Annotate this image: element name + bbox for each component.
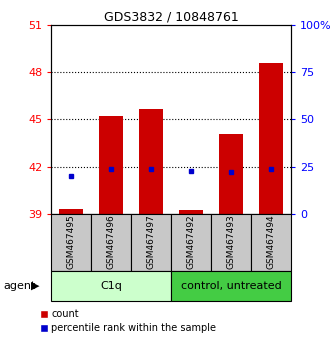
Bar: [51, 271, 171, 301]
Text: GSM467492: GSM467492: [187, 214, 196, 269]
Bar: [171, 214, 211, 271]
Bar: [131, 214, 171, 271]
Text: C1q: C1q: [100, 281, 122, 291]
Text: GSM467495: GSM467495: [67, 214, 76, 269]
Text: GSM467496: GSM467496: [107, 214, 116, 269]
Bar: [51, 214, 91, 271]
Bar: [179, 210, 203, 214]
Text: ▶: ▶: [31, 281, 40, 291]
Bar: [99, 115, 123, 214]
Text: agent: agent: [3, 281, 36, 291]
Text: control, untreated: control, untreated: [181, 281, 282, 291]
Bar: [171, 271, 291, 301]
Bar: [259, 63, 283, 214]
Text: GSM467494: GSM467494: [267, 214, 276, 269]
Bar: [59, 209, 83, 214]
Bar: [211, 214, 251, 271]
Bar: [91, 214, 131, 271]
Bar: [251, 214, 291, 271]
Bar: [139, 109, 163, 214]
Title: GDS3832 / 10848761: GDS3832 / 10848761: [104, 11, 239, 24]
Text: GSM467497: GSM467497: [147, 214, 156, 269]
Text: GSM467493: GSM467493: [227, 214, 236, 269]
Bar: [219, 134, 243, 214]
Legend: count, percentile rank within the sample: count, percentile rank within the sample: [40, 309, 216, 333]
